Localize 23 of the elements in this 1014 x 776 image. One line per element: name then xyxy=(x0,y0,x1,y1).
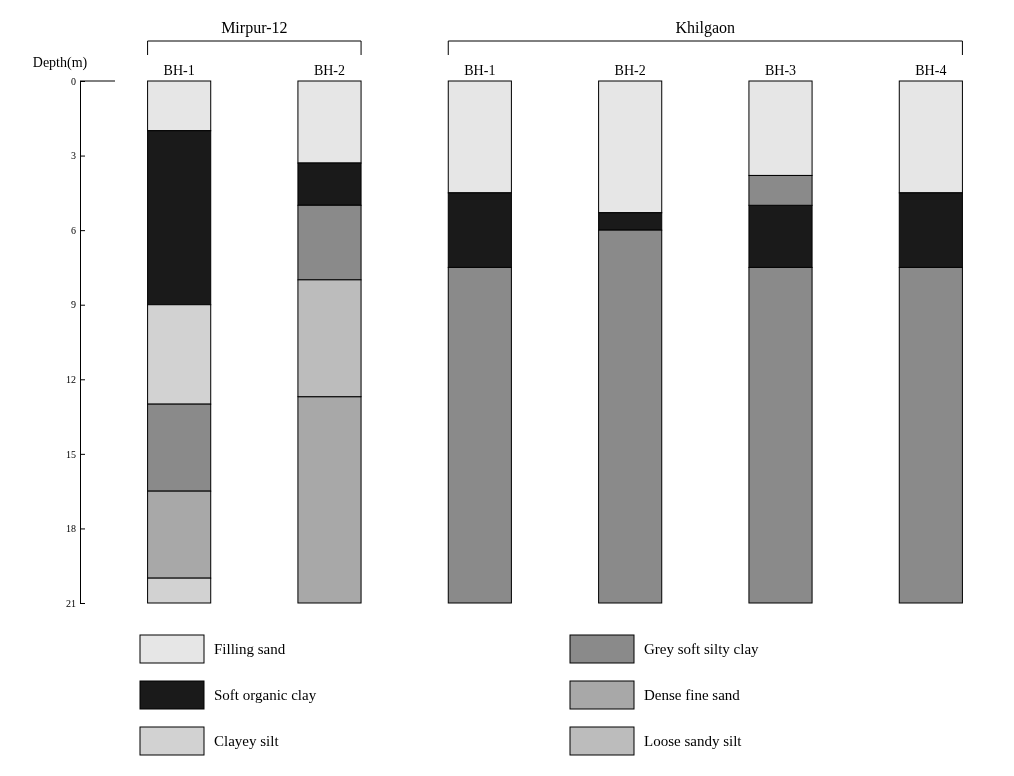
y-tick-label: 0 xyxy=(71,75,76,87)
legend-label: Clayey silt xyxy=(214,733,280,749)
y-tick-label: 18 xyxy=(66,523,76,535)
y-tick-label: 15 xyxy=(66,448,76,460)
x-tick-label: BH-3 xyxy=(764,63,797,78)
x-tick-label: BH-4 xyxy=(915,63,947,78)
y-tick-label: 12 xyxy=(66,373,76,385)
y-tick-label: 21 xyxy=(66,597,76,609)
legend-label: Soft organic clay xyxy=(214,687,317,703)
legend-label: Dense fine sand xyxy=(644,687,741,703)
legend-label: Grey soft silty clay xyxy=(644,641,760,657)
x-tick-label: BH-1 xyxy=(464,63,496,78)
text: Mirpur-12 xyxy=(221,19,288,37)
text: Khilgaon xyxy=(675,19,736,37)
legend-label: Loose sandy silt xyxy=(644,733,743,749)
y-tick-label: 6 xyxy=(71,224,76,236)
y-tick-label: 3 xyxy=(71,150,76,162)
x-tick-label: BH-2 xyxy=(313,63,346,78)
y-axis-title: Depth(m) xyxy=(32,55,88,71)
y-tick-label: 9 xyxy=(71,299,76,311)
x-tick-label: BH-1 xyxy=(163,63,195,78)
legend-label: Filling sand xyxy=(214,641,286,657)
x-tick-label: BH-2 xyxy=(614,63,646,78)
